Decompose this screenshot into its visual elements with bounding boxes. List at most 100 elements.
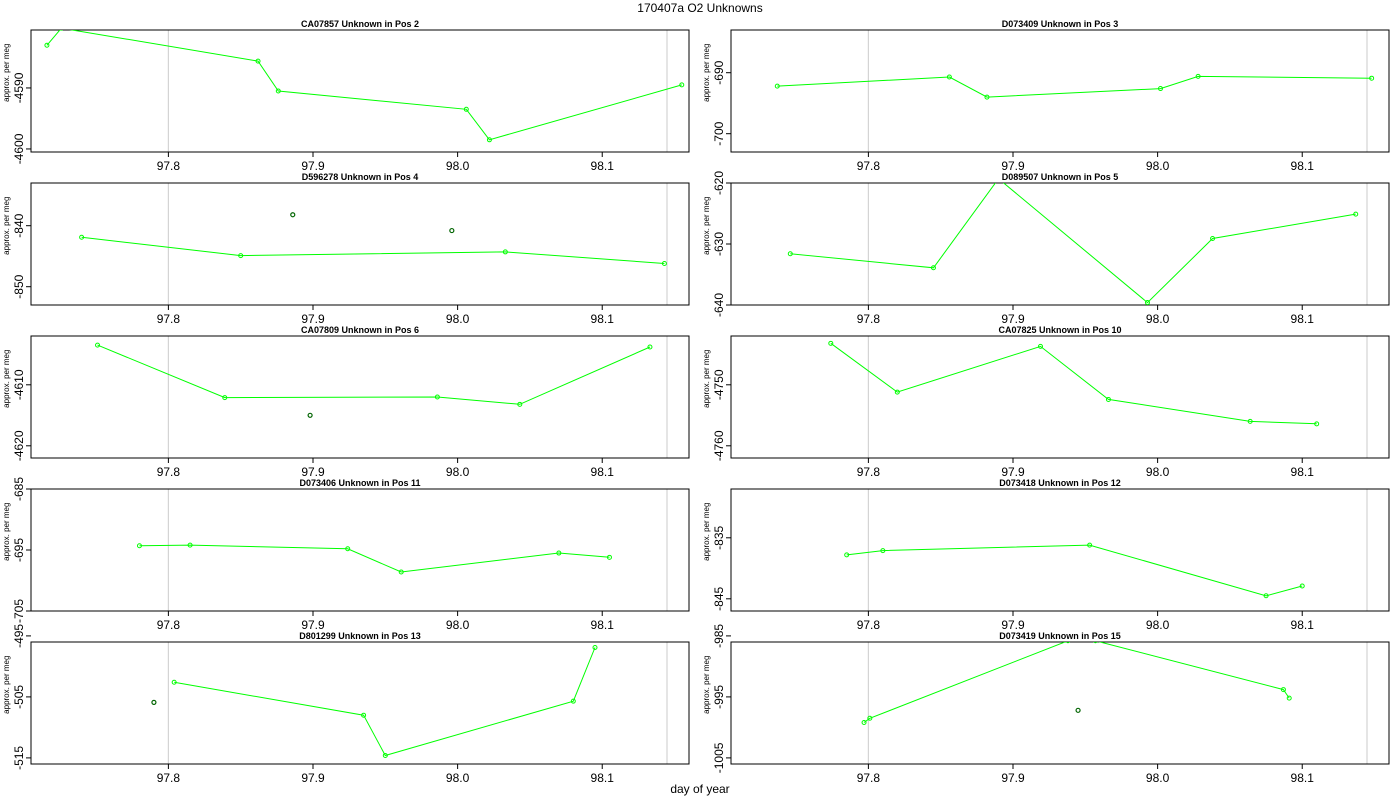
panel-title: CA07809 Unknown in Pos 6: [301, 325, 419, 335]
data-point: [1353, 211, 1359, 217]
data-point: [1263, 593, 1269, 599]
y-tick-label: -835: [712, 525, 726, 549]
x-tick-label: 97.8: [857, 312, 881, 326]
panel-7: D073406 Unknown in Pos 11 97.8 97.9 98.0 98.…: [2, 477, 690, 632]
data-point: [880, 548, 886, 554]
x-tick-label: 97.9: [1001, 159, 1025, 173]
x-tick-label: 98.1: [591, 771, 615, 785]
y-axis-label: approx. per meg: [702, 350, 711, 408]
y-tick-label: -995: [712, 685, 726, 709]
plot-frame: [30, 641, 690, 765]
x-tick-label: 98.1: [1291, 465, 1315, 479]
y-tick-label: -495: [12, 624, 26, 648]
y-axis-label: approx. per meg: [2, 44, 11, 102]
x-tick-label: 98.0: [1146, 618, 1170, 632]
y-tick-label: -640: [712, 293, 726, 317]
plot-frame: [730, 335, 1390, 459]
y-axis-label: approx. per meg: [702, 656, 711, 714]
x-tick-label: 98.1: [1291, 159, 1315, 173]
y-tick-label: -845: [712, 586, 726, 610]
y-tick-label: -700: [712, 121, 726, 145]
panel-10: D073419 Unknown in Pos 15 97.8 97.9 98.0 98.…: [702, 624, 1390, 785]
series-line: [830, 342, 1317, 425]
y-tick-label: -4620: [12, 430, 26, 461]
panel-title: D089507 Unknown in Pos 5: [1002, 172, 1119, 182]
data-point: [828, 340, 834, 346]
panel-title: CA07825 Unknown in Pos 10: [998, 325, 1121, 335]
x-tick-label: 98.1: [1291, 312, 1315, 326]
x-tick-label: 98.1: [591, 465, 615, 479]
data-point: [787, 251, 793, 257]
y-axis-label: approx. per meg: [2, 350, 11, 408]
panel-title: CA07857 Unknown in Pos 2: [301, 19, 419, 29]
x-tick-label: 97.9: [301, 312, 325, 326]
data-point: [502, 249, 508, 255]
extra-point: [290, 212, 296, 218]
data-point: [361, 712, 367, 718]
y-tick-label: -1005: [712, 742, 726, 773]
x-tick-label: 98.0: [446, 618, 470, 632]
data-point: [592, 644, 598, 650]
data-point: [486, 137, 492, 143]
x-tick-label: 98.0: [446, 159, 470, 173]
x-tick-label: 97.8: [157, 159, 181, 173]
plot-frame: [30, 488, 690, 612]
y-tick-label: -505: [12, 685, 26, 709]
y-tick-label: -4600: [12, 133, 26, 164]
y-tick-label: -620: [712, 171, 726, 195]
series-line: [46, 30, 682, 141]
data-point: [398, 569, 404, 575]
data-point: [1037, 343, 1043, 349]
panel-8: D073418 Unknown in Pos 12 97.8 97.9 98.0 98.…: [702, 478, 1390, 632]
extra-point: [1075, 707, 1081, 713]
data-point: [171, 679, 177, 685]
data-point: [79, 234, 85, 240]
x-tick-label: 97.8: [857, 159, 881, 173]
data-point: [1299, 583, 1305, 589]
y-tick-label: -4590: [12, 72, 26, 103]
plot-frame: [30, 335, 690, 459]
x-tick-label: 98.0: [1146, 159, 1170, 173]
y-tick-label: -690: [712, 60, 726, 84]
x-tick-label: 98.0: [446, 465, 470, 479]
data-point: [345, 546, 351, 552]
data-point: [187, 542, 193, 548]
data-point: [984, 94, 990, 100]
data-point: [679, 82, 685, 88]
data-point: [382, 752, 388, 758]
x-tick-label: 97.8: [157, 771, 181, 785]
y-axis-label: approx. per meg: [702, 197, 711, 255]
plot-frame: [730, 641, 1390, 765]
data-point: [238, 253, 244, 259]
extra-point: [151, 699, 157, 705]
data-point: [136, 543, 142, 549]
y-tick-label: -4750: [712, 369, 726, 400]
x-tick-label: 97.9: [301, 771, 325, 785]
plot-frame: [730, 488, 1390, 612]
data-point: [930, 265, 936, 271]
panel-9: D801299 Unknown in Pos 13 97.8 97.9 98.0 98.…: [2, 624, 690, 785]
panel-title: D596278 Unknown in Pos 4: [302, 172, 419, 182]
x-tick-label: 98.1: [1291, 771, 1315, 785]
data-point: [44, 42, 50, 48]
x-tick-label: 98.0: [1146, 771, 1170, 785]
panel-title: D073409 Unknown in Pos 3: [1002, 19, 1119, 29]
panel-title: D073406 Unknown in Pos 11: [299, 478, 420, 488]
data-point: [1280, 687, 1286, 693]
data-point: [1087, 542, 1093, 548]
y-tick-label: -685: [12, 477, 26, 501]
x-tick-label: 98.1: [591, 159, 615, 173]
y-tick-label: -4760: [712, 430, 726, 461]
data-point: [946, 74, 952, 80]
x-tick-label: 97.8: [857, 465, 881, 479]
panel-6: CA07825 Unknown in Pos 10 97.8 97.9 98.0 98.…: [702, 325, 1390, 479]
x-tick-label: 97.8: [857, 771, 881, 785]
data-point: [1247, 418, 1253, 424]
series-line: [790, 183, 1356, 304]
x-tick-label: 97.9: [1001, 465, 1025, 479]
data-point: [1105, 396, 1111, 402]
y-axis-label: approx. per meg: [702, 44, 711, 102]
x-tick-label: 98.1: [591, 312, 615, 326]
y-axis-label: approx. per meg: [2, 656, 11, 714]
